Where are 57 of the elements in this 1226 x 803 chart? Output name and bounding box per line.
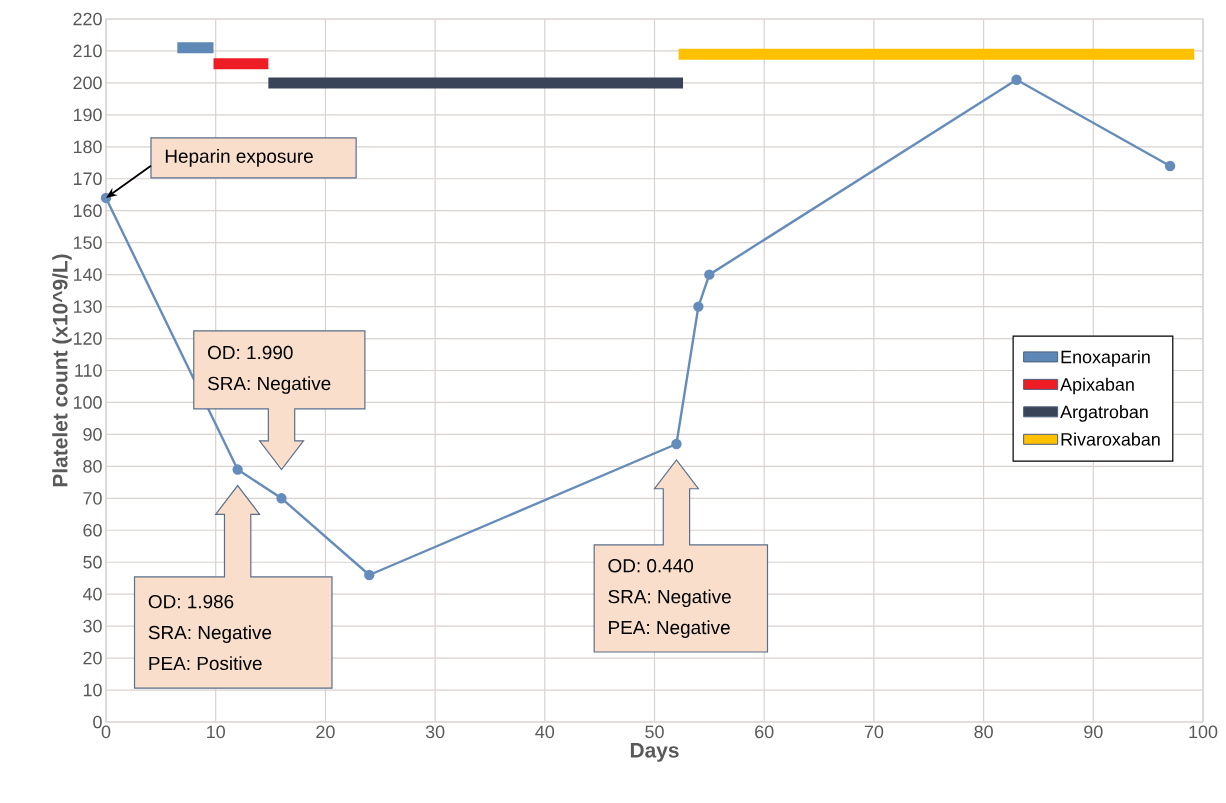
- annotation: Heparin exposure: [165, 149, 313, 167]
- y-tick-label: 210: [73, 44, 102, 58]
- point: [693, 301, 704, 312]
- annotation: PEA: Negative: [609, 620, 730, 638]
- x-axis-title: Days: [630, 743, 679, 762]
- y-tick-label: 180: [73, 140, 102, 154]
- x-tick-label: 80: [974, 725, 993, 739]
- point: [276, 493, 287, 504]
- y-tick-label: 150: [73, 236, 102, 250]
- y-tick-label: 190: [73, 108, 102, 122]
- annotation: SRA: Negative: [148, 625, 272, 643]
- legend-label: Enoxaparin: [1061, 350, 1150, 367]
- annotation: OD: 0.440: [608, 559, 694, 573]
- x-tick-label: 90: [1084, 725, 1103, 739]
- y-tick-label: 170: [73, 172, 102, 186]
- annotation: OD: 1.986: [148, 594, 234, 609]
- x-tick-label: 60: [755, 725, 774, 739]
- point: [364, 569, 375, 581]
- y-axis-title: Platelet count (x10^9/L): [52, 254, 72, 487]
- y-tick-label: 130: [73, 300, 102, 313]
- y-tick-label: 220: [73, 12, 102, 26]
- y-tick-label: 160: [73, 204, 102, 218]
- x-tick-label: 70: [864, 725, 884, 739]
- y-tick-label: 20: [83, 651, 102, 665]
- annotation: SRA: Negative: [608, 589, 731, 608]
- y-tick-label: 110: [75, 364, 102, 377]
- y-tick-label: 0: [93, 715, 102, 729]
- point: [1164, 160, 1176, 172]
- x-tick-label: 50: [645, 725, 664, 739]
- y-tick-label: 140: [73, 268, 102, 281]
- y-tick-label: 50: [83, 555, 102, 569]
- x-tick-label: 30: [425, 725, 445, 739]
- x-tick-label: 0: [101, 725, 111, 739]
- annotation: PEA: Positive: [149, 656, 262, 671]
- x-tick-label: 10: [207, 725, 225, 739]
- y-tick-label: 40: [82, 587, 102, 601]
- annotation: SRA: Negative: [207, 376, 331, 394]
- y-tick-label: 60: [83, 523, 102, 537]
- y-tick-label: 90: [83, 428, 102, 441]
- x-tick-label: 20: [316, 725, 335, 739]
- annotation: OD: 1.990: [208, 345, 293, 360]
- y-tick-label: 200: [73, 76, 102, 90]
- point: [1011, 74, 1022, 85]
- y-tick-label: 70: [83, 491, 102, 505]
- y-tick-label: 10: [83, 683, 102, 697]
- x-tick-label: 100: [1189, 725, 1218, 739]
- point: [232, 464, 243, 475]
- point: [704, 269, 715, 280]
- y-tick-label: 100: [73, 396, 102, 409]
- point: [671, 438, 682, 450]
- legend-label: Apixaban: [1060, 377, 1134, 395]
- y-tick-label: 120: [73, 332, 102, 345]
- y-tick-label: 80: [83, 460, 102, 473]
- x-tick-label: 40: [535, 725, 555, 739]
- legend-label: Rivaroxaban: [1061, 432, 1160, 446]
- legend-label: Argatroban: [1060, 405, 1148, 422]
- y-tick-label: 30: [83, 619, 102, 633]
